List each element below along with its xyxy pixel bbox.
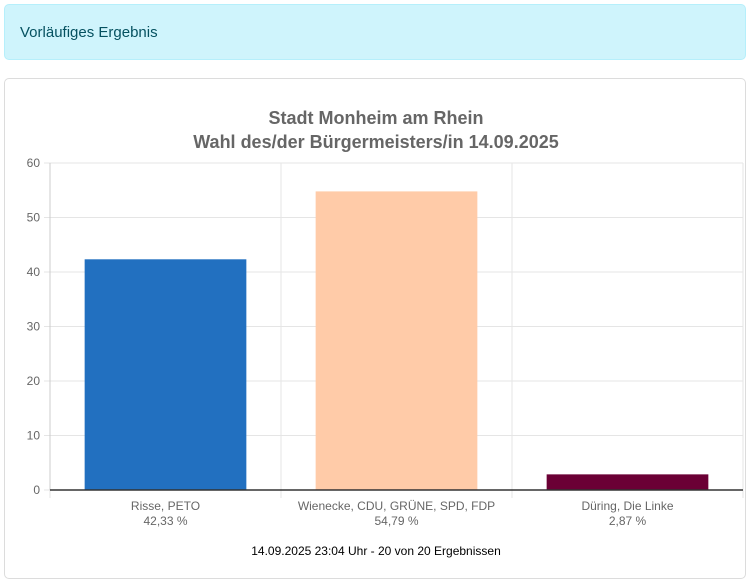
- status-alert: Vorläufiges Ergebnis: [4, 4, 746, 60]
- bar-value-label: 42,33 %: [143, 514, 187, 528]
- chart-title-line-1: Stadt Monheim am Rhein: [268, 108, 484, 128]
- bar: [84, 259, 247, 490]
- chart-title-line-2: Wahl des/der Bürgermeisters/in 14.09.202…: [193, 132, 559, 152]
- bar: [315, 191, 478, 490]
- y-tick-label: 60: [27, 156, 41, 170]
- y-tick-label: 50: [27, 211, 41, 225]
- y-tick-label: 30: [27, 320, 41, 334]
- y-tick-label: 10: [27, 429, 41, 443]
- alert-text: Vorläufiges Ergebnis: [20, 24, 158, 41]
- bar-value-label: 54,79 %: [374, 514, 418, 528]
- chart-title: Stadt Monheim am Rhein Wahl des/der Bürg…: [5, 106, 747, 154]
- y-tick-label: 20: [27, 374, 41, 388]
- y-tick-label: 40: [27, 265, 41, 279]
- x-category-label: Düring, Die Linke: [581, 499, 673, 513]
- x-category-label: Wienecke, CDU, GRÜNE, SPD, FDP: [298, 499, 495, 513]
- bar-value-label: 2,87 %: [609, 514, 647, 528]
- y-tick-label: 0: [33, 483, 40, 497]
- bar: [546, 474, 709, 490]
- chart-footnote: 14.09.2025 23:04 Uhr - 20 von 20 Ergebni…: [251, 544, 501, 558]
- chart-card: Stadt Monheim am Rhein Wahl des/der Bürg…: [4, 78, 746, 579]
- x-category-label: Risse, PETO: [131, 499, 200, 513]
